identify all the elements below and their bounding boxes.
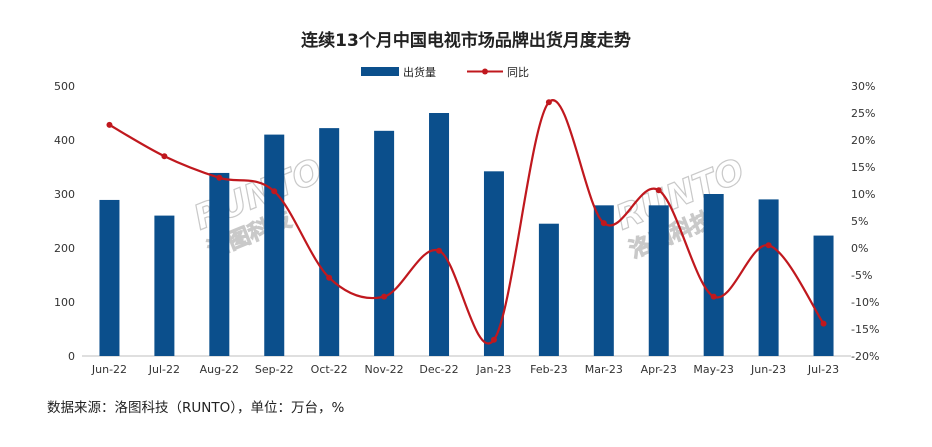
- right-tick-label: 20%: [851, 134, 875, 147]
- x-tick-label: Feb-23: [530, 363, 567, 376]
- left-tick-label: 300: [54, 188, 75, 201]
- x-tick-label: Oct-22: [311, 363, 348, 376]
- source-note: 数据来源：洛图科技（RUNTO），单位：万台，%: [47, 400, 345, 416]
- yoy-point: [216, 174, 223, 181]
- right-tick-label: 0%: [851, 242, 868, 255]
- yoy-point: [820, 320, 827, 327]
- bar: [264, 134, 285, 356]
- right-tick-label: 10%: [851, 188, 875, 201]
- right-tick-label: 25%: [851, 107, 875, 120]
- yoy-point: [161, 153, 168, 160]
- x-tick-label: Mar-23: [585, 363, 623, 376]
- yoy-point: [655, 187, 662, 194]
- yoy-point: [710, 293, 717, 300]
- yoy-point: [765, 242, 772, 249]
- right-tick-label: 15%: [851, 161, 875, 174]
- x-tick-label: Jul-22: [148, 363, 180, 376]
- bar: [758, 199, 779, 356]
- yoy-point: [600, 220, 607, 227]
- x-tick-label: Apr-23: [641, 363, 677, 376]
- legend-swatch-bar: [361, 67, 399, 76]
- x-tick-label: Jan-23: [475, 363, 511, 376]
- bar: [648, 205, 669, 356]
- left-tick-label: 400: [54, 134, 75, 147]
- x-tick-label: Jun-22: [91, 363, 127, 376]
- bar: [99, 199, 120, 356]
- bar: [538, 223, 559, 356]
- bar: [703, 194, 724, 356]
- left-tick-label: 500: [54, 80, 75, 93]
- right-tick-label: -20%: [851, 350, 879, 363]
- bar: [429, 113, 450, 356]
- left-tick-label: 200: [54, 242, 75, 255]
- yoy-point: [490, 336, 497, 343]
- bar: [483, 171, 504, 356]
- right-tick-label: -15%: [851, 323, 879, 336]
- yoy-line: [108, 99, 825, 345]
- legend-label-line: 同比: [507, 66, 529, 79]
- bar: [813, 235, 834, 356]
- x-tick-label: Jul-23: [807, 363, 839, 376]
- yoy-point: [326, 274, 333, 281]
- legend-label-bar: 出货量: [403, 65, 436, 79]
- legend-swatch-marker: [482, 68, 488, 75]
- yoy-point: [106, 121, 113, 128]
- x-tick-label: May-23: [693, 363, 734, 376]
- x-tick-label: Dec-22: [419, 363, 458, 376]
- bar: [209, 172, 230, 356]
- x-tick-label: Aug-22: [200, 363, 239, 376]
- bar: [319, 128, 340, 356]
- bar: [374, 130, 395, 356]
- x-axis: Jun-22 Jul-22 Aug-22 Sep-22 Oct-22 Nov-22 Dec-…: [91, 363, 839, 376]
- left-axis: 0 100 200 300 400 500: [54, 80, 75, 363]
- line-series: [106, 99, 827, 345]
- yoy-point: [545, 99, 552, 106]
- legend: 出货量 同比: [361, 65, 529, 79]
- x-tick-label: Jun-23: [750, 363, 786, 376]
- left-tick-label: 0: [68, 350, 75, 363]
- x-tick-label: Sep-22: [255, 363, 294, 376]
- right-axis: -20% -15% -10% -5% 0% 5% 10% 15% 20% 25% 30%: [851, 80, 879, 363]
- chart-title: 连续13个月中国电视市场品牌出货月度走势: [301, 31, 631, 51]
- yoy-point: [381, 293, 388, 300]
- right-tick-label: 30%: [851, 80, 875, 93]
- right-tick-label: -5%: [851, 269, 872, 282]
- right-tick-label: 5%: [851, 215, 868, 228]
- x-tick-label: Nov-22: [365, 363, 404, 376]
- yoy-point: [271, 188, 278, 195]
- chart-area: RUNTO 洛图科技 RUNTO 洛图科技 出货量 同比 01002003004…: [54, 65, 879, 376]
- bar: [154, 215, 175, 356]
- right-tick-label: -10%: [851, 296, 879, 309]
- yoy-point: [436, 247, 443, 254]
- left-tick-label: 100: [54, 296, 75, 309]
- bar: [593, 205, 614, 356]
- bar-series: [99, 113, 834, 356]
